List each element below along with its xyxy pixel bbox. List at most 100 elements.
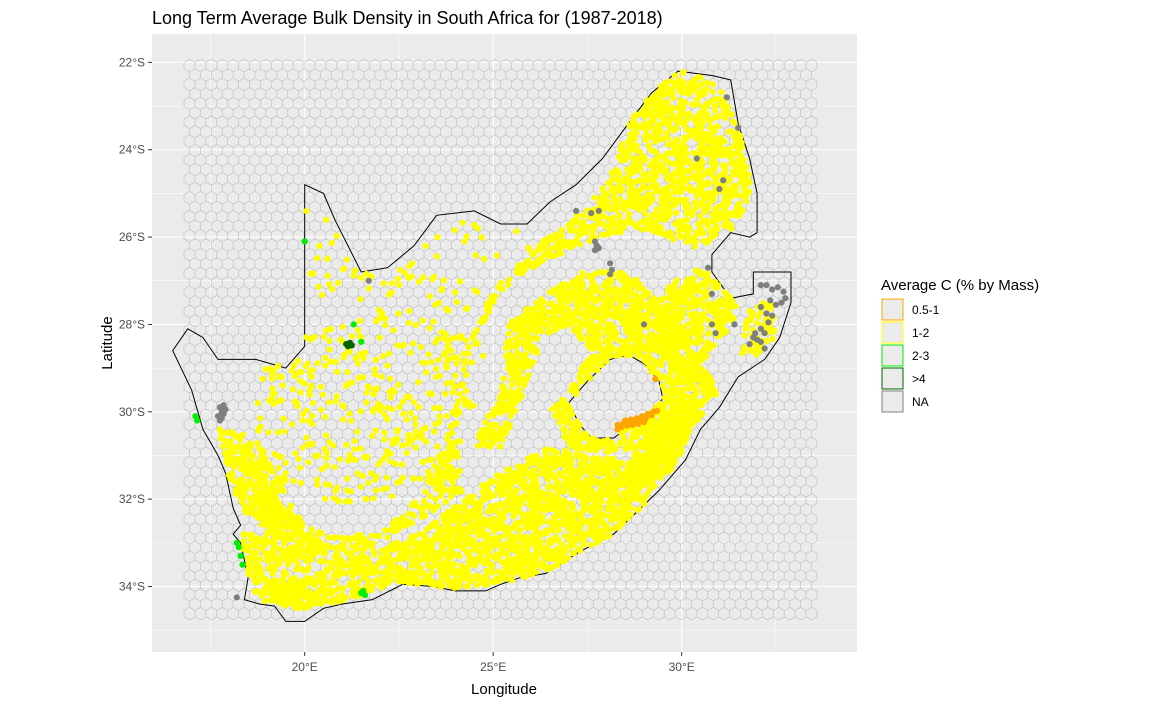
data-point <box>663 130 670 137</box>
data-point <box>624 515 631 522</box>
data-point <box>572 391 580 398</box>
data-point <box>687 405 694 412</box>
data-point <box>680 152 687 159</box>
data-point <box>509 556 516 563</box>
data-point <box>743 181 750 188</box>
data-point <box>486 545 493 552</box>
data-point <box>721 205 728 212</box>
data-point <box>711 103 719 110</box>
data-point <box>687 421 695 428</box>
data-point <box>651 125 659 132</box>
data-point <box>307 590 315 597</box>
data-point <box>647 183 654 190</box>
data-point <box>605 446 612 453</box>
data-point <box>679 87 686 94</box>
data-point <box>470 540 477 547</box>
data-point <box>539 559 546 566</box>
data-point <box>474 556 481 563</box>
data-point <box>466 516 473 523</box>
data-point <box>296 604 303 611</box>
data-point <box>627 194 634 201</box>
data-point <box>433 486 440 493</box>
data-point <box>660 185 668 193</box>
data-point <box>628 278 635 285</box>
data-point <box>606 513 613 520</box>
data-point <box>581 532 589 539</box>
data-point <box>511 492 518 499</box>
data-point <box>706 124 714 131</box>
data-point <box>485 308 492 316</box>
data-point <box>672 125 680 132</box>
data-point <box>382 550 389 558</box>
data-point <box>722 150 729 157</box>
data-point <box>675 386 682 394</box>
data-point <box>497 408 504 415</box>
data-point <box>557 418 564 425</box>
data-point <box>599 269 606 276</box>
series-1-2 <box>216 69 778 612</box>
data-point <box>325 534 332 541</box>
data-point <box>614 201 621 208</box>
data-point <box>306 578 313 586</box>
data-point <box>705 393 712 400</box>
data-point <box>560 403 567 410</box>
data-point <box>548 300 556 307</box>
data-point <box>629 476 636 483</box>
data-point <box>489 412 496 419</box>
data-point <box>674 423 681 431</box>
data-point <box>704 222 711 229</box>
data-point <box>688 394 695 401</box>
data-point <box>565 554 572 561</box>
data-point <box>681 111 688 118</box>
data-point <box>446 534 453 542</box>
data-point <box>540 298 547 305</box>
data-point <box>712 222 720 229</box>
data-point <box>320 582 327 589</box>
data-point <box>561 468 568 475</box>
data-point <box>589 228 596 235</box>
data-point <box>567 537 574 544</box>
data-point <box>435 525 442 532</box>
data-point <box>463 526 470 534</box>
data-point <box>612 446 619 453</box>
data-point <box>633 292 640 299</box>
data-point <box>551 319 558 326</box>
data-point <box>425 473 432 480</box>
data-point <box>476 503 483 510</box>
data-point <box>434 465 441 472</box>
data-point <box>600 212 607 219</box>
data-point <box>332 579 339 586</box>
data-point <box>615 460 623 467</box>
data-point <box>651 473 658 480</box>
data-point <box>729 158 736 165</box>
data-point <box>539 304 547 312</box>
data-point <box>324 590 332 597</box>
data-point <box>679 179 686 186</box>
data-point <box>679 70 686 77</box>
data-point <box>718 89 725 96</box>
data-point <box>404 521 411 528</box>
data-point <box>592 513 600 520</box>
data-point <box>665 456 672 463</box>
data-point <box>591 353 598 360</box>
data-point <box>323 598 330 605</box>
data-point <box>641 177 648 184</box>
data-point <box>508 576 515 583</box>
data-point <box>606 532 613 540</box>
data-point <box>568 384 575 391</box>
data-point <box>488 561 495 568</box>
data-point <box>564 525 572 533</box>
data-point <box>637 165 644 172</box>
data-point <box>311 581 318 588</box>
data-point <box>473 582 481 589</box>
data-point <box>387 577 394 584</box>
data-point <box>567 244 574 251</box>
data-point <box>348 561 355 568</box>
data-point <box>641 106 648 113</box>
data-point <box>562 503 569 510</box>
data-point <box>451 487 458 494</box>
data-point <box>545 250 552 258</box>
data-point <box>616 471 623 478</box>
data-point <box>648 368 655 375</box>
data-point <box>421 548 428 555</box>
